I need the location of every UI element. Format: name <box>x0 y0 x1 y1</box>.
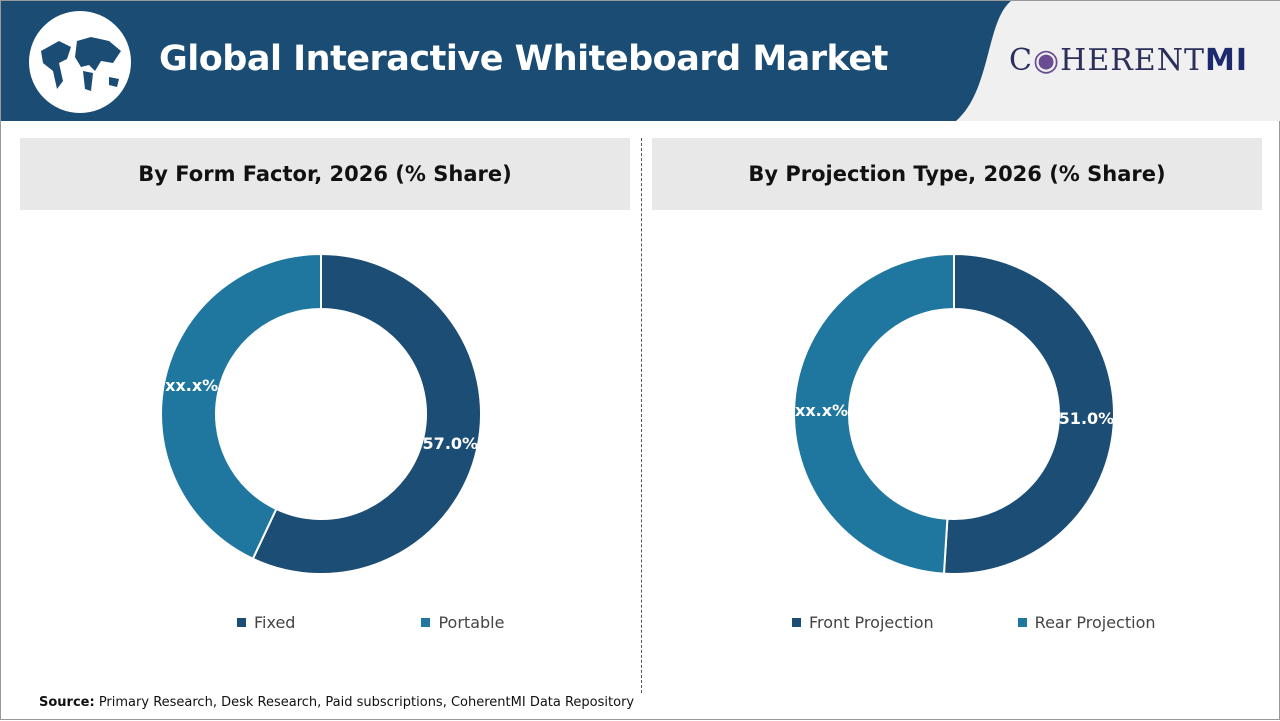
world-map-globe-icon <box>29 11 131 113</box>
legend-swatch <box>237 618 246 627</box>
coherentmi-logo: C◉HERENTMI <box>1009 43 1248 78</box>
chart2-data-label: xx.x% <box>795 401 848 420</box>
legend-label: Portable <box>438 613 505 632</box>
chart2-data-label: 51.0% <box>1059 409 1115 428</box>
chart2-legend: Front Projection Rear Projection <box>792 613 1156 632</box>
chart2-slice-rear-projection <box>793 252 955 575</box>
chart1-legend: Fixed Portable <box>237 613 504 632</box>
chart2-title: By Projection Type, 2026 (% Share) <box>652 138 1262 210</box>
legend-swatch <box>792 618 801 627</box>
legend-label: Front Projection <box>809 613 934 632</box>
chart2-slice-front-projection <box>942 252 1116 575</box>
legend-swatch <box>421 618 431 627</box>
page-title: Global Interactive Whiteboard Market <box>159 39 888 79</box>
divider <box>641 138 642 693</box>
legend-label: Fixed <box>254 613 296 632</box>
logo-background <box>956 1 1280 121</box>
chart1-slice-fixed <box>251 252 482 575</box>
legend-label: Rear Projection <box>1034 613 1156 632</box>
chart1-title: By Form Factor, 2026 (% Share) <box>20 138 630 210</box>
header-banner: Global Interactive Whiteboard Market C◉H… <box>1 1 1280 121</box>
chart1-data-label: xx.x% <box>165 376 218 395</box>
legend-swatch <box>1017 618 1027 627</box>
chart1-data-label: 57.0% <box>423 434 479 453</box>
source-note: Source: Primary Research, Desk Research,… <box>39 695 635 710</box>
chart1-slice-portable <box>160 252 322 561</box>
